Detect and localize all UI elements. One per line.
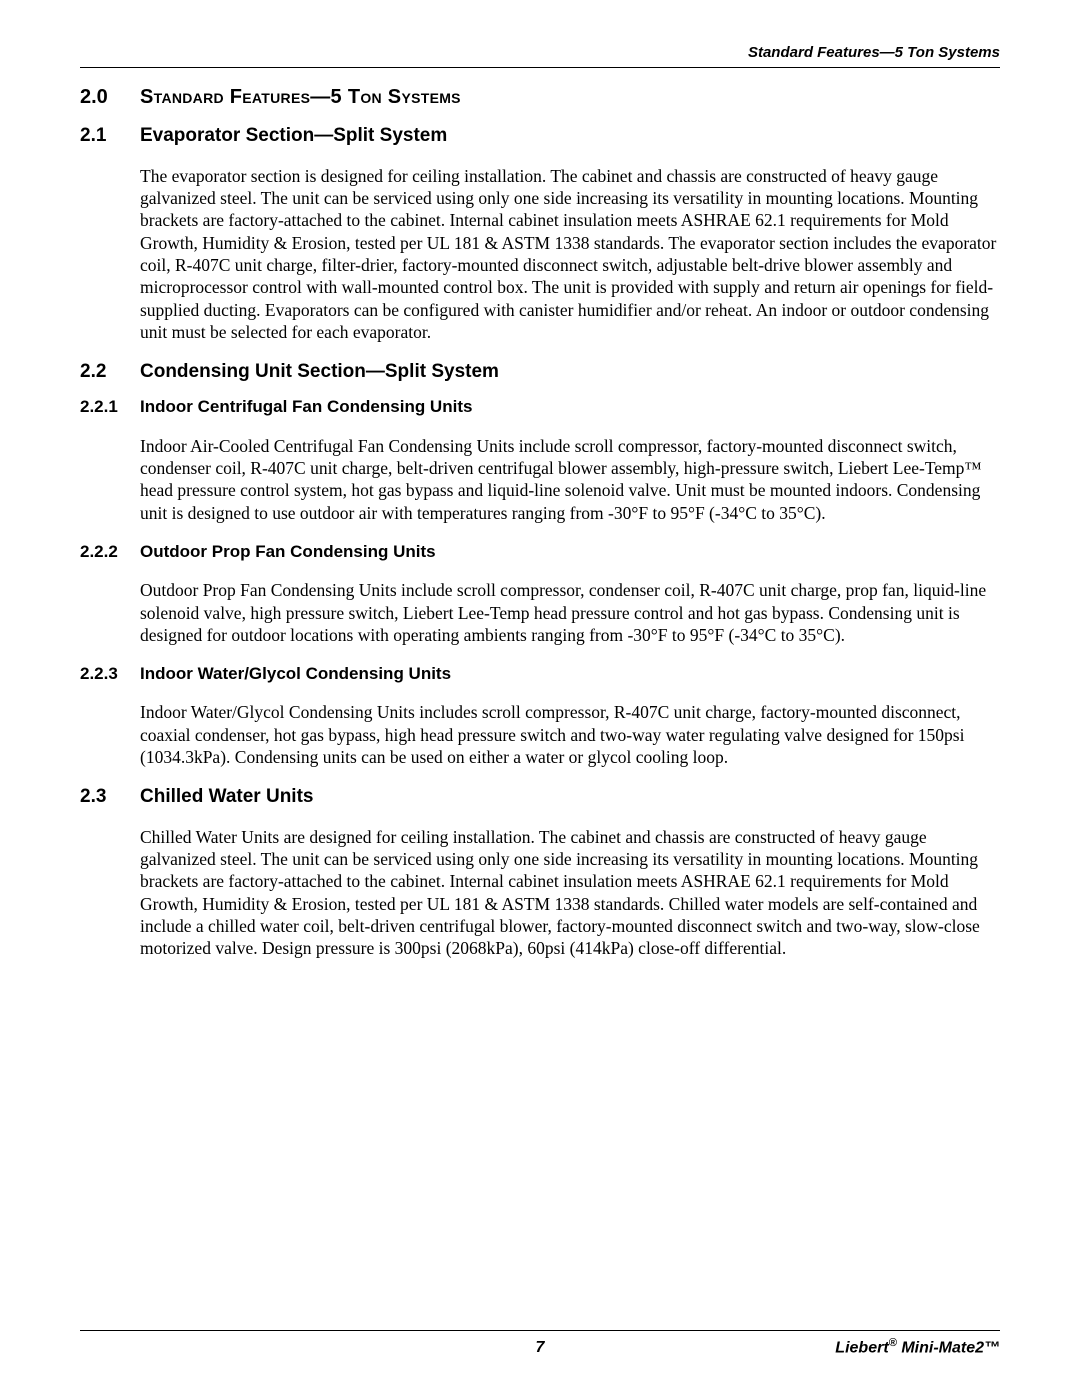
body-2.1: The evaporator section is designed for c… (140, 165, 1000, 344)
page-number: 7 (387, 1339, 694, 1357)
heading-2.2.2: 2.2.2 Outdoor Prop Fan Condensing Units (80, 542, 1000, 562)
footer: 7 Liebert® Mini-Mate2™ (80, 1330, 1000, 1357)
running-head: Standard Features—5 Ton Systems (80, 44, 1000, 61)
footer-row: 7 Liebert® Mini-Mate2™ (80, 1337, 1000, 1357)
body-2.2.3: Indoor Water/Glycol Condensing Units inc… (140, 701, 1000, 768)
heading-2.2.3: 2.2.3 Indoor Water/Glycol Condensing Uni… (80, 664, 1000, 684)
top-rule (80, 67, 1000, 68)
heading-number: 2.0 (80, 86, 140, 109)
body-2.2.1: Indoor Air-Cooled Centrifugal Fan Conden… (140, 435, 1000, 525)
footer-rule (80, 1330, 1000, 1331)
product-name: Liebert® Mini-Mate2™ (693, 1337, 1000, 1357)
heading-title-text: Standard Features—5 Ton Systems (140, 86, 461, 108)
heading-number: 2.1 (80, 125, 140, 147)
heading-title: Indoor Water/Glycol Condensing Units (140, 664, 451, 684)
heading-title: Outdoor Prop Fan Condensing Units (140, 542, 436, 562)
heading-2.3: 2.3 Chilled Water Units (80, 786, 1000, 808)
heading-2.2: 2.2 Condensing Unit Section—Split System (80, 361, 1000, 383)
heading-number: 2.2.2 (80, 542, 140, 562)
heading-title: Condensing Unit Section—Split System (140, 361, 499, 383)
body-2.3: Chilled Water Units are designed for cei… (140, 826, 1000, 960)
heading-number: 2.2 (80, 361, 140, 383)
heading-title: Evaporator Section—Split System (140, 125, 447, 147)
heading-title: Indoor Centrifugal Fan Condensing Units (140, 397, 472, 417)
page: Standard Features—5 Ton Systems 2.0 Stan… (0, 0, 1080, 1397)
heading-number: 2.3 (80, 786, 140, 808)
heading-2.2.1: 2.2.1 Indoor Centrifugal Fan Condensing … (80, 397, 1000, 417)
heading-number: 2.2.1 (80, 397, 140, 417)
heading-title: Standard Features—5 Ton Systems (140, 86, 461, 109)
heading-2.0: 2.0 Standard Features—5 Ton Systems (80, 86, 1000, 109)
heading-2.1: 2.1 Evaporator Section—Split System (80, 125, 1000, 147)
heading-title: Chilled Water Units (140, 786, 313, 808)
body-2.2.2: Outdoor Prop Fan Condensing Units includ… (140, 579, 1000, 646)
heading-number: 2.2.3 (80, 664, 140, 684)
